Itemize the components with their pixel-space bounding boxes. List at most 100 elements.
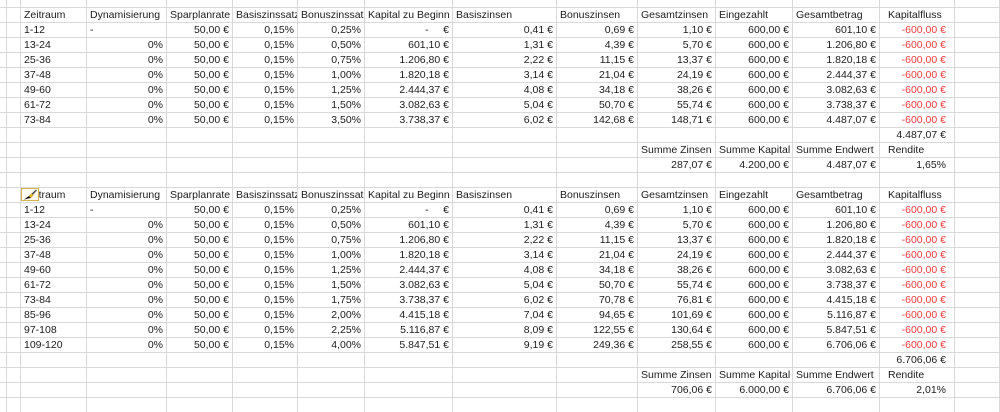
cell-sparplanrate[interactable] [167, 128, 233, 143]
cell-edge[interactable] [0, 0, 7, 8]
cell-zeitraum[interactable] [21, 158, 87, 173]
cell-sparplanrate[interactable] [167, 383, 233, 398]
cell-basiszinsen[interactable]: 2,22 € [453, 53, 557, 68]
cell-basiszinssatz[interactable]: 0,15% [233, 38, 298, 53]
cell-eingezahlt[interactable]: 600,00 € [716, 38, 793, 53]
cell-row-head[interactable] [7, 203, 21, 218]
cell-gesamtzinsen[interactable]: 76,81 € [638, 293, 716, 308]
cell-bonuszinssatz[interactable] [298, 368, 365, 383]
cell-gesamtzinsen[interactable]: 13,37 € [638, 53, 716, 68]
cell-kapitalfluss[interactable]: -600,00 € [880, 308, 955, 323]
cell-gesamtzinsen[interactable]: 24,19 € [638, 248, 716, 263]
cell-right-edge[interactable] [955, 308, 1000, 323]
cell-edge[interactable] [0, 8, 7, 23]
cell-gesamtzinsen[interactable]: 24,19 € [638, 68, 716, 83]
cell-basiszinssatz[interactable] [233, 0, 298, 8]
cell-right-edge[interactable] [955, 0, 1000, 8]
cell-basiszinssatz[interactable]: 0,15% [233, 278, 298, 293]
cell-bonuszinsen[interactable] [557, 383, 638, 398]
cell-gesamtbetrag[interactable]: 6.706,06 € [793, 338, 880, 353]
cell-dynamisierung[interactable]: - [87, 23, 167, 38]
cell-bonuszinsen[interactable] [557, 0, 638, 8]
cell-gesamtbetrag[interactable]: 2.444,37 € [793, 248, 880, 263]
cell-edge[interactable] [0, 293, 7, 308]
cell-bonuszinssatz[interactable] [298, 383, 365, 398]
cell-bonuszinssatz[interactable] [298, 0, 365, 8]
cell-eingezahlt[interactable]: 600,00 € [716, 278, 793, 293]
cell-dynamisierung[interactable]: - [87, 203, 167, 218]
cell-kapital-zu-beginn[interactable]: - € [365, 203, 453, 218]
cell-zeitraum[interactable]: 1-12 [21, 203, 87, 218]
cell-eingezahlt[interactable]: 600,00 € [716, 68, 793, 83]
cell-right-edge[interactable] [955, 173, 1000, 188]
cell-edge[interactable] [0, 53, 7, 68]
cell-right-edge[interactable] [955, 143, 1000, 158]
cell-bonuszinssatz[interactable]: 0,25% [298, 203, 365, 218]
cell-gesamtbetrag[interactable]: 601,10 € [793, 23, 880, 38]
cell-gesamtzinsen[interactable] [638, 173, 716, 188]
cell-basiszinssatz[interactable] [233, 398, 298, 412]
cell-gesamtzinsen[interactable]: 130,64 € [638, 323, 716, 338]
cell-edge[interactable] [0, 353, 7, 368]
cell-eingezahlt[interactable]: 600,00 € [716, 293, 793, 308]
cell-bonuszinsen[interactable]: 50,70 € [557, 98, 638, 113]
cell-gesamtbetrag[interactable]: 3.738,37 € [793, 278, 880, 293]
cell-right-edge[interactable] [955, 158, 1000, 173]
cell-right-edge[interactable] [955, 68, 1000, 83]
cell-sparplanrate[interactable] [167, 143, 233, 158]
cell-row-head[interactable] [7, 308, 21, 323]
cell-right-edge[interactable] [955, 353, 1000, 368]
cell-edge[interactable] [0, 383, 7, 398]
cell-bonuszinssatz[interactable] [298, 158, 365, 173]
column-header-eingezahlt[interactable]: Eingezahlt [716, 188, 793, 203]
cell-dynamisierung[interactable]: 0% [87, 83, 167, 98]
cell-kapitalfluss[interactable]: -600,00 € [880, 98, 955, 113]
cell-kapitalfluss[interactable]: -600,00 € [880, 233, 955, 248]
cell-dynamisierung[interactable] [87, 398, 167, 412]
cell-zeitraum[interactable] [21, 0, 87, 8]
cell-basiszinsen[interactable] [453, 353, 557, 368]
cell-bonuszinsen[interactable] [557, 173, 638, 188]
cell-zeitraum[interactable]: 61-72 [21, 278, 87, 293]
cell-zeitraum[interactable]: 49-60 [21, 263, 87, 278]
cell-sparplanrate[interactable] [167, 368, 233, 383]
cell-row-head[interactable] [7, 38, 21, 53]
cell-gesamtbetrag[interactable] [793, 353, 880, 368]
cell-kapital-zu-beginn[interactable]: 3.738,37 € [365, 113, 453, 128]
cell-kapitalfluss[interactable]: -600,00 € [880, 338, 955, 353]
cell-row-head[interactable] [7, 83, 21, 98]
column-header-basiszinsen[interactable]: Basiszinsen [453, 188, 557, 203]
cell-eingezahlt[interactable]: 600,00 € [716, 98, 793, 113]
cell-basiszinsen[interactable]: 4,08 € [453, 83, 557, 98]
cell-right-edge[interactable] [955, 368, 1000, 383]
cell-basiszinssatz[interactable]: 0,15% [233, 308, 298, 323]
cell-row-head[interactable] [7, 188, 21, 203]
summary-value[interactable]: 1,65% [880, 158, 955, 173]
cell-kapitalfluss[interactable] [880, 0, 955, 8]
cell-gesamtbetrag[interactable]: 5.116,87 € [793, 308, 880, 323]
cell-kapital-zu-beginn[interactable]: 4.415,18 € [365, 308, 453, 323]
cell-sparplanrate[interactable]: 50,00 € [167, 263, 233, 278]
cell-eingezahlt[interactable] [716, 128, 793, 143]
cell-kapital-zu-beginn[interactable]: 5.116,87 € [365, 323, 453, 338]
cell-kapital-zu-beginn[interactable] [365, 143, 453, 158]
summary-header[interactable]: Rendite [880, 143, 955, 158]
cell-bonuszinssatz[interactable]: 4,00% [298, 338, 365, 353]
cell-edge[interactable] [0, 308, 7, 323]
cell-bonuszinsen[interactable]: 4,39 € [557, 38, 638, 53]
cell-kapital-zu-beginn[interactable]: 3.082,63 € [365, 278, 453, 293]
cell-sparplanrate[interactable] [167, 173, 233, 188]
cell-edge[interactable] [0, 143, 7, 158]
summary-header[interactable]: Summe Zinsen [638, 368, 716, 383]
cell-sparplanrate[interactable]: 50,00 € [167, 68, 233, 83]
cell-basiszinssatz[interactable]: 0,15% [233, 263, 298, 278]
cell-basiszinsen[interactable]: 8,09 € [453, 323, 557, 338]
cell-bonuszinssatz[interactable]: 0,75% [298, 233, 365, 248]
cell-edge[interactable] [0, 278, 7, 293]
cell-bonuszinsen[interactable]: 4,39 € [557, 218, 638, 233]
cell-right-edge[interactable] [955, 113, 1000, 128]
cell-dynamisierung[interactable]: 0% [87, 98, 167, 113]
column-header-kapitalfluss[interactable]: Kapitalfluss [880, 188, 955, 203]
cell-bonuszinssatz[interactable]: 0,50% [298, 38, 365, 53]
column-header-kapitalfluss[interactable]: Kapitalfluss [880, 8, 955, 23]
